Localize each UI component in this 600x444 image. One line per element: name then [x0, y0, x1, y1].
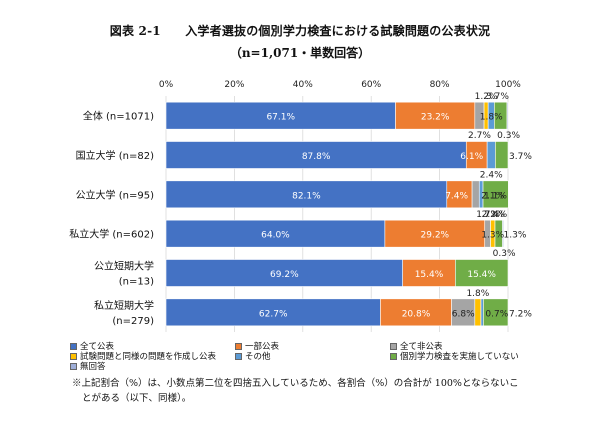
bar-segment [165, 180, 448, 209]
legend-label: 個別学力検査を実施していない [400, 352, 519, 362]
category-label: (n=13) [119, 277, 154, 288]
x-tick-label: 80% [430, 80, 450, 90]
data-label: 2.4% [480, 171, 503, 181]
legend-label: 全て非公表 [400, 342, 443, 352]
bar-segment [165, 298, 381, 327]
bar-segment [506, 101, 509, 130]
legend-swatch [390, 342, 397, 350]
data-label: 2.2% [482, 210, 505, 220]
category-label: (n=279) [112, 316, 154, 327]
category-label: 私立大学 (n=602) [69, 228, 154, 241]
bar-segment [165, 219, 386, 248]
bar-segment [165, 101, 396, 130]
bar-segment [455, 259, 509, 287]
data-label: 7.4% [445, 191, 468, 201]
data-label: 87.8% [302, 152, 331, 162]
bar-segment [486, 141, 496, 169]
footnote: ※上記割合（%）は、小数点第二位を四捨五入しているため、各割合（%）の合計が 1… [72, 376, 542, 406]
legend-item: その他 [235, 350, 271, 362]
x-tick-label: 0% [159, 80, 174, 90]
legend-swatch [70, 362, 77, 370]
footnote-line-2: とがある（以下、同様）。 [82, 393, 192, 404]
bar-segment [471, 180, 480, 209]
data-label: 3.7% [486, 92, 509, 102]
legend-item: 全て非公表 [390, 340, 443, 352]
legend-label: その他 [245, 352, 271, 362]
bar-segment [395, 101, 476, 130]
footnote-line-1: ※上記割合（%）は、小数点第二位を四捨五入しているため、各割合（%）の合計が 1… [72, 378, 519, 389]
data-label: 6.8% [452, 309, 475, 319]
x-tick-label: 40% [293, 80, 313, 90]
category-label: 私立短期大学 [94, 299, 154, 312]
legend-label: 一部公表 [245, 342, 280, 352]
legend-item: 全て公表 [70, 340, 114, 352]
data-label: 64.0% [261, 231, 290, 241]
legend-swatch [70, 352, 77, 360]
data-label: 1.1% [484, 191, 507, 201]
category-label: 全体 (n=1071) [83, 110, 154, 123]
data-label: 0.3% [493, 249, 516, 259]
x-tick-label: 100% [495, 80, 521, 90]
legend-swatch [235, 342, 242, 350]
legend-label: 全て公表 [80, 342, 115, 352]
data-label: 1.8% [466, 289, 489, 299]
data-label: 1.8% [480, 113, 503, 123]
x-tick-label: 20% [224, 80, 244, 90]
bar-segment [165, 141, 467, 169]
legend-label: 無回答 [80, 362, 106, 372]
data-label: 1.2% [475, 92, 498, 102]
legend-swatch [235, 352, 242, 360]
data-label: 20.8% [402, 309, 431, 319]
data-label: 7.4% [484, 210, 507, 220]
legend-label: 試験問題と同様の問題を作成し公表 [80, 352, 217, 362]
data-label: 6.1% [460, 152, 483, 162]
data-label: 1.3% [481, 231, 504, 241]
data-label: 62.7% [259, 309, 288, 319]
data-label: 82.1% [292, 191, 321, 201]
bar-segment [384, 219, 486, 248]
legend-item: 一部公表 [235, 340, 279, 352]
legend-item: 試験問題と同様の問題を作成し公表 [70, 350, 216, 362]
data-label: 2.7% [468, 131, 491, 141]
x-tick-label: 60% [361, 80, 381, 90]
category-label: 国立大学 (n=82) [76, 149, 155, 162]
legend-swatch [390, 352, 397, 360]
bar-segment [380, 298, 452, 327]
bar-segment [480, 298, 484, 327]
bar-segment [495, 141, 509, 169]
data-label: 3.7% [509, 152, 532, 162]
bar-segment [502, 219, 504, 248]
data-label: 1.7% [476, 210, 499, 220]
bar-segment [482, 180, 509, 209]
data-label: 23.2% [421, 113, 450, 123]
data-label: 2.1% [481, 191, 504, 201]
data-label: 67.1% [266, 113, 295, 123]
bar-segment [165, 259, 403, 287]
legend-item: 無回答 [70, 360, 106, 372]
data-label: 15.4% [415, 270, 444, 280]
chart-subtitle: （n=1,071・単数回答） [229, 46, 371, 60]
chart-title: 図表 2-1 入学者選抜の個別学力検査における試験問題の公表状況 [109, 24, 491, 38]
bar-segment [446, 180, 473, 209]
data-label: 69.2% [270, 270, 299, 280]
category-label: 公立大学 (n=95) [76, 188, 155, 201]
data-label: 1.3% [504, 231, 527, 241]
bar-segment [474, 298, 482, 327]
data-label: 0.7% [485, 309, 508, 319]
data-label: 7.2% [509, 309, 532, 319]
data-label: 15.4% [467, 270, 496, 280]
legend-item: 個別学力検査を実施していない [390, 350, 519, 362]
data-label: 0.3% [497, 131, 520, 141]
bar-segment [483, 298, 509, 327]
data-label: 29.2% [421, 231, 450, 241]
legend-swatch [70, 342, 77, 350]
category-label: 公立短期大学 [94, 260, 154, 273]
